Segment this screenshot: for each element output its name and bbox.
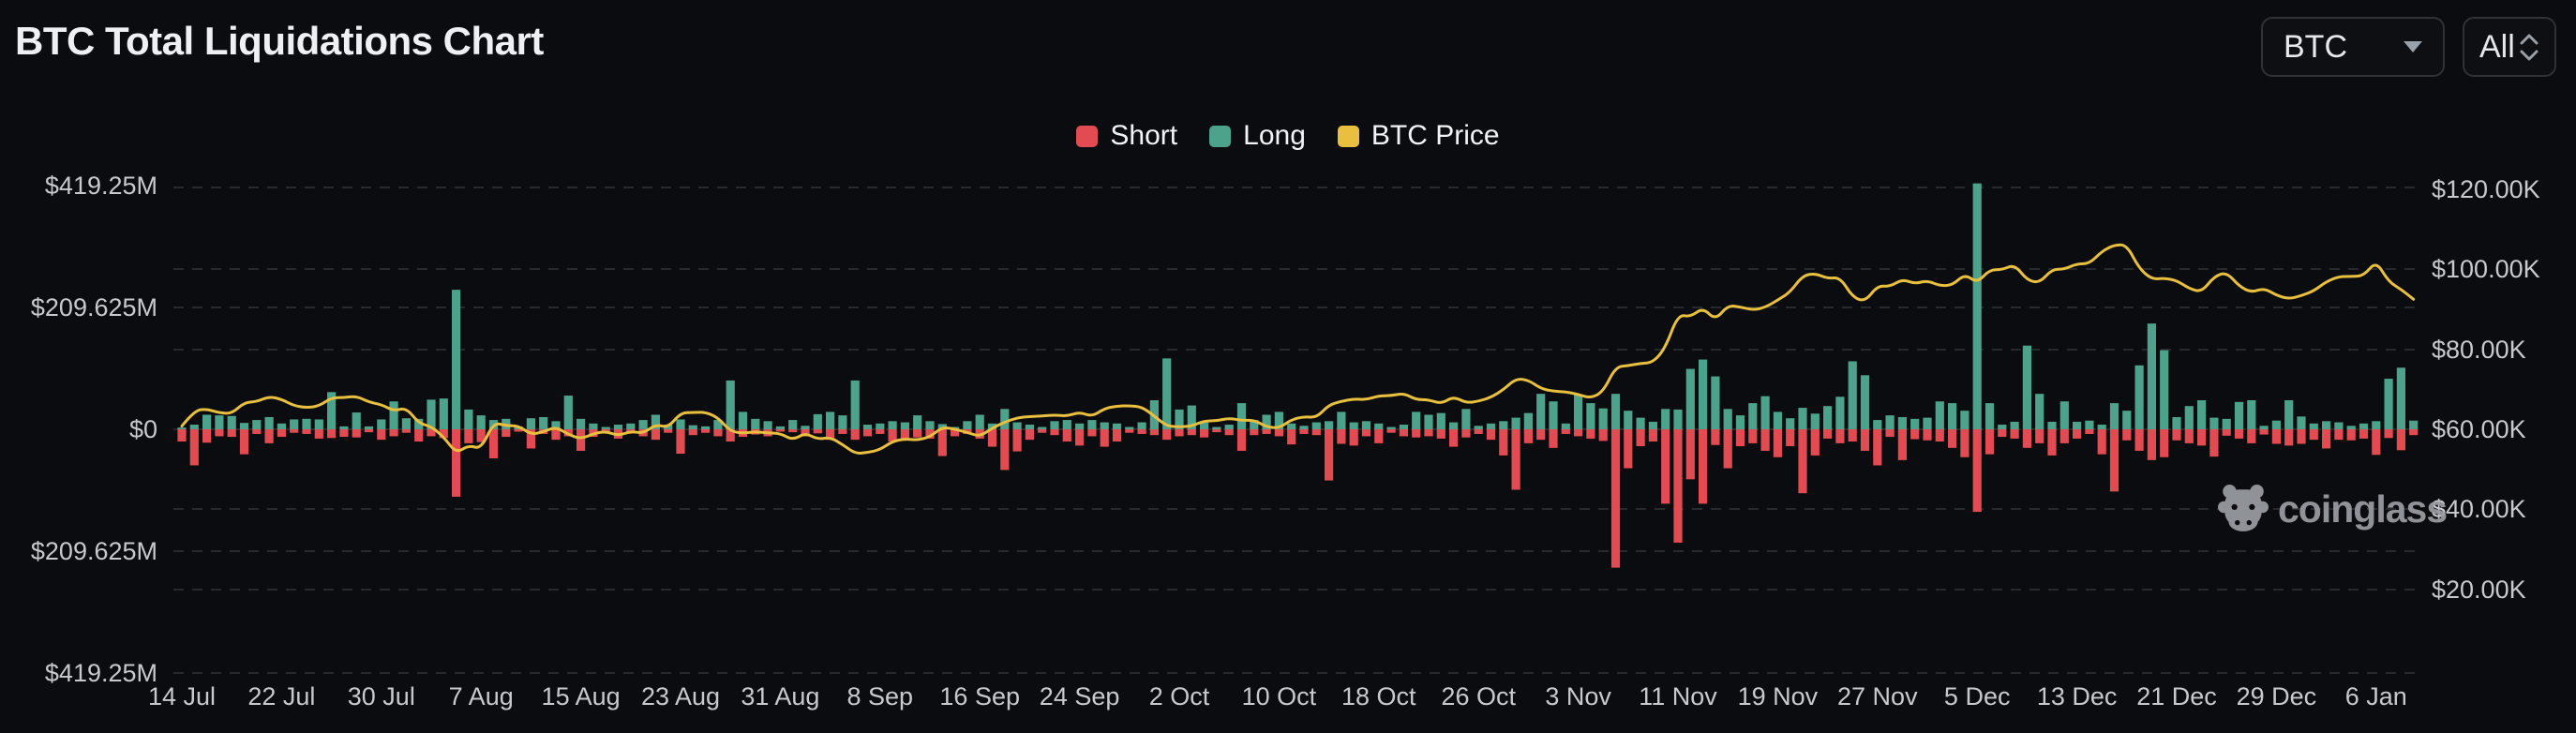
x-axis-tick: 2 Oct	[1149, 682, 1210, 711]
x-axis-tick: 15 Aug	[542, 682, 621, 711]
x-axis-tick: 21 Dec	[2136, 682, 2217, 711]
range-select[interactable]: All	[2463, 17, 2556, 77]
x-axis-tick: 24 Sep	[1040, 682, 1120, 711]
x-axis-tick: 5 Dec	[1944, 682, 2011, 711]
legend-item-long[interactable]: Long	[1209, 120, 1306, 152]
legend-label-long: Long	[1243, 120, 1306, 151]
chevron-up-down-icon	[2519, 33, 2539, 62]
legend: Short Long BTC Price	[0, 120, 2576, 152]
coinglass-bull-icon	[2218, 485, 2269, 531]
x-axis-tick: 13 Dec	[2037, 682, 2118, 711]
right-axis-tick: $60.00K	[2432, 415, 2526, 443]
header-controls: BTC All	[2261, 17, 2556, 77]
short-bars	[177, 429, 2419, 568]
x-axis-tick: 18 Oct	[1341, 682, 1416, 711]
x-axis-tick: 27 Nov	[1837, 682, 1918, 711]
left-axis-tick: $0	[129, 415, 157, 443]
left-axis-tick: $419.25M	[45, 172, 157, 200]
axis-labels: $419.25M $209.625M $0 $209.625M $419.25M $120…	[31, 172, 2540, 711]
x-axis-tick: 30 Jul	[348, 682, 415, 711]
x-axis-tick: 19 Nov	[1738, 682, 1819, 711]
short-swatch	[1076, 125, 1099, 147]
legend-item-btc-price[interactable]: BTC Price	[1337, 120, 1500, 152]
x-axis-tick: 26 Oct	[1441, 682, 1516, 711]
left-axis-tick: $209.625M	[31, 293, 157, 322]
btc-price-swatch	[1337, 125, 1359, 147]
right-axis-tick: $100.00K	[2432, 255, 2540, 283]
long-swatch	[1209, 125, 1232, 147]
right-axis-tick: $80.00K	[2432, 336, 2526, 364]
coinglass-wordmark: coinglass	[2278, 486, 2448, 531]
x-axis-tick: 22 Jul	[247, 682, 315, 711]
x-axis-tick: 29 Dec	[2237, 682, 2317, 711]
btc-price-line	[180, 243, 2416, 455]
x-axis-tick: 8 Sep	[847, 682, 914, 711]
chevron-down-icon	[2404, 41, 2422, 52]
x-axis-tick: 11 Nov	[1639, 682, 1717, 711]
left-axis-tick: $419.25M	[45, 659, 157, 687]
left-axis-tick: $209.625M	[31, 537, 157, 565]
x-axis-tick: 16 Sep	[939, 682, 1020, 711]
page-title: BTC Total Liquidations Chart	[15, 19, 544, 63]
legend-label-btc-price: BTC Price	[1370, 120, 1500, 151]
right-axis-tick: $40.00K	[2432, 495, 2526, 523]
x-axis-tick: 31 Aug	[741, 682, 819, 711]
right-axis-tick: $20.00K	[2432, 576, 2526, 604]
symbol-select-value: BTC	[2284, 28, 2347, 65]
x-axis-tick: 10 Oct	[1242, 682, 1317, 711]
x-axis-tick: 23 Aug	[641, 682, 720, 711]
x-axis-tick: 14 Jul	[148, 682, 216, 711]
coinglass-watermark: coinglass	[2218, 484, 2448, 534]
legend-label-short: Short	[1110, 120, 1178, 151]
x-axis-tick: 7 Aug	[449, 682, 514, 711]
x-axis-tick: 6 Jan	[2345, 682, 2407, 711]
symbol-select[interactable]: BTC	[2261, 17, 2445, 77]
legend-item-short[interactable]: Short	[1076, 120, 1177, 152]
right-axis-tick: $120.00K	[2432, 175, 2540, 203]
x-axis-tick: 3 Nov	[1545, 682, 1611, 711]
range-select-value: All	[2479, 28, 2515, 65]
long-bars	[177, 183, 2419, 429]
